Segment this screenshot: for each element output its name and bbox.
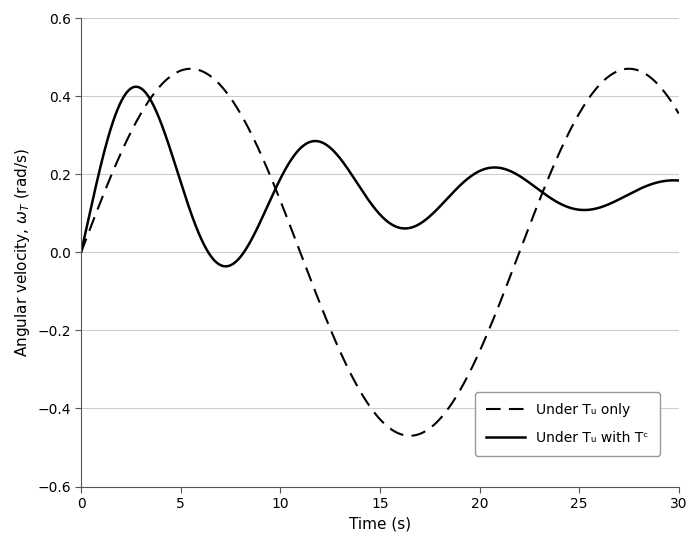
Under Tᵤ with Tᶜ (523, 178, 531, 184)
Line: Under Tᵤ with Tᶜ: Under Tᵤ with Tᶜ (81, 86, 679, 267)
Under Tᵤ only (435, 416, 444, 423)
Under Tᵤ only (523, 228, 531, 235)
Under Tᵤ only (466, 368, 474, 375)
Under Tᵤ with Tᶜ (466, 174, 474, 180)
Under Tᵤ with Tᶜ (675, 177, 683, 184)
Under Tᵤ only (568, 122, 577, 129)
Under Tᵤ with Tᶜ (568, 205, 577, 212)
Under Tᵤ only (675, 110, 683, 117)
Under Tᵤ only (77, 249, 85, 256)
Under Tᵤ with Tᶜ (305, 139, 314, 145)
Under Tᵤ with Tᶜ (435, 203, 444, 210)
Under Tᵤ with Tᶜ (221, 263, 230, 270)
Line: Under Tᵤ only: Under Tᵤ only (81, 69, 679, 436)
Y-axis label: Angular velocity, $\omega_T$ (rad/s): Angular velocity, $\omega_T$ (rad/s) (13, 148, 32, 357)
Under Tᵤ only (186, 65, 194, 72)
Under Tᵤ with Tᶜ (77, 249, 85, 256)
Under Tᵤ only (624, 65, 633, 72)
Under Tᵤ with Tᶜ (132, 83, 140, 90)
Under Tᵤ with Tᶜ (186, 206, 194, 213)
Under Tᵤ only (305, 273, 314, 280)
Under Tᵤ only (405, 432, 414, 439)
Legend: Under Tᵤ only, Under Tᵤ with Tᶜ: Under Tᵤ only, Under Tᵤ with Tᶜ (475, 392, 660, 456)
X-axis label: Time (s): Time (s) (349, 516, 411, 531)
